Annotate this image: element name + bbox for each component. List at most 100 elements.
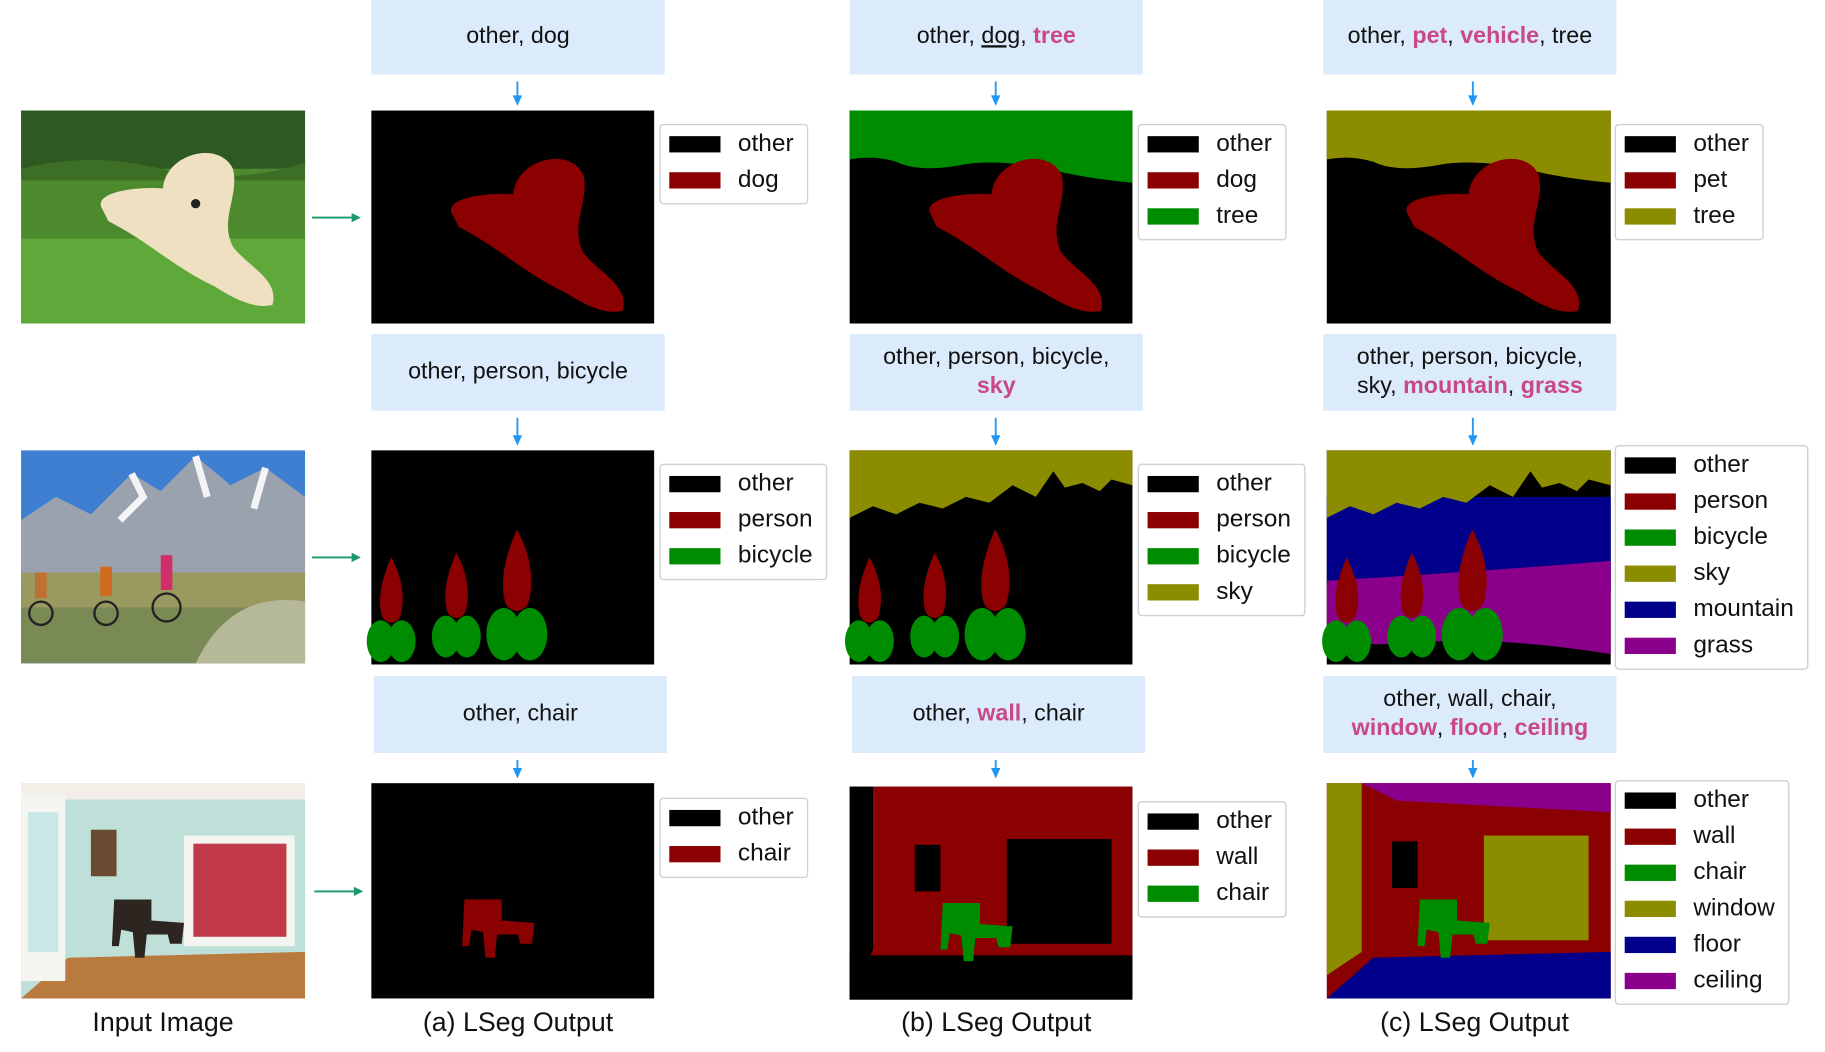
prompt-segment: tree [1033,22,1076,48]
prompt-arrow-head [512,95,523,106]
legend-label: tree [1216,202,1258,229]
legend-swatch [1624,457,1676,474]
legend-swatch [1624,828,1676,845]
mask [849,110,1133,324]
prompt-segment: , [1502,714,1515,740]
figure-shape [21,783,306,800]
prompt-line: other, chair [463,700,578,726]
mask [371,783,655,999]
prompt-line: other, person, bicycle, [1357,343,1583,369]
mask [849,786,1133,1000]
legend-swatch [1624,864,1676,881]
prompt-segment: other, dog [466,22,570,48]
prompt-segment: other, [1348,22,1413,48]
input-image-dog [21,110,306,324]
prompt-line: window, floor, ceiling [1351,714,1589,740]
legend-swatch [669,512,721,529]
figure-shape [1483,835,1589,941]
prompt-line: sky [977,372,1016,398]
legend-swatch [1147,475,1199,493]
legend-label: dog [1216,166,1257,193]
legend-swatch [669,548,721,565]
mask [1326,110,1611,324]
legend-label: other [1693,451,1749,478]
mask [845,450,1133,665]
legend-swatch [1147,885,1199,902]
prompt-segment: , [1020,22,1033,48]
figure-shape [100,566,112,596]
legend-label: other [738,130,794,157]
mask [367,450,655,665]
figure-shape [1361,783,1611,813]
legend-label: chair [1693,858,1746,885]
caption: Input Image [92,1007,233,1037]
figure-shape [849,450,1133,518]
figure-shape [351,212,361,223]
figure-shape [1326,450,1611,518]
figure-shape [1326,110,1611,183]
prompt-segment: , chair [1021,700,1085,726]
legend-label: floor [1693,930,1741,957]
prompt-arrow-head [991,95,1001,106]
prompt-segment: pet [1412,22,1447,48]
prompt-segment: other, person, bicycle, [883,343,1109,369]
figure-shape [193,843,287,937]
prompt-arrow-head [1468,435,1478,446]
legend-swatch [669,475,721,493]
legend-swatch [1147,813,1199,830]
prompt-segment: other, wall, chair, [1383,685,1556,711]
prompt-segment: floor [1450,714,1502,740]
figure-shape [160,555,173,591]
figure-shape [28,600,54,627]
legend-label: bicycle [1216,542,1291,569]
figure-shape [849,955,1133,1000]
legend-label: wall [1215,843,1258,870]
figure-shape [35,572,47,599]
legend-swatch [1147,512,1199,529]
prompt-segment: other, person, bicycle [408,358,628,384]
legend-swatch [1624,637,1676,655]
prompt-line: other, pet, vehicle, tree [1348,22,1592,48]
prompt-segment: , tree [1539,22,1592,48]
caption: (c) LSeg Output [1380,1007,1569,1037]
legend-label: dog [738,166,779,193]
legend-swatch [669,136,721,153]
figure-shape [353,886,364,897]
legend-label: other [1216,130,1272,157]
figure-shape [21,951,306,999]
legend-swatch [1147,584,1199,601]
legend-swatch [1624,601,1676,618]
prompt-segment: mountain [1403,372,1508,398]
legend-swatch [1147,136,1199,153]
legend-label: chair [738,840,791,867]
figure-shape [28,812,59,952]
prompt-line: sky, mountain, grass [1357,372,1583,398]
legend-swatch [1624,900,1676,918]
legend-label: chair [1216,879,1269,906]
prompt-segment: vehicle [1460,22,1539,48]
prompt-segment: , [1447,22,1460,48]
prompt-segment: , [1437,714,1450,740]
prompt-box [371,0,665,75]
figure-shape [1326,783,1362,976]
prompt-segment: sky [977,372,1016,398]
legend-swatch [1624,972,1676,990]
mask [371,110,655,324]
prompt-box [1323,333,1617,411]
prompt-box [1323,0,1617,75]
legend-swatch [1147,849,1199,866]
figure-shape [1391,841,1418,888]
prompt-arrow-head [991,768,1001,779]
prompt-segment: ceiling [1515,714,1589,740]
caption: (a) LSeg Output [423,1007,614,1037]
legend-swatch [1624,208,1676,225]
legend-label: person [1216,506,1291,533]
mask [1326,783,1611,999]
legend-swatch [1624,792,1676,809]
legend-label: bicycle [1693,523,1768,550]
figure-shape [100,153,274,306]
prompt-box [373,676,667,753]
figure-shape [21,110,306,169]
prompt-arrow-head [512,768,523,779]
